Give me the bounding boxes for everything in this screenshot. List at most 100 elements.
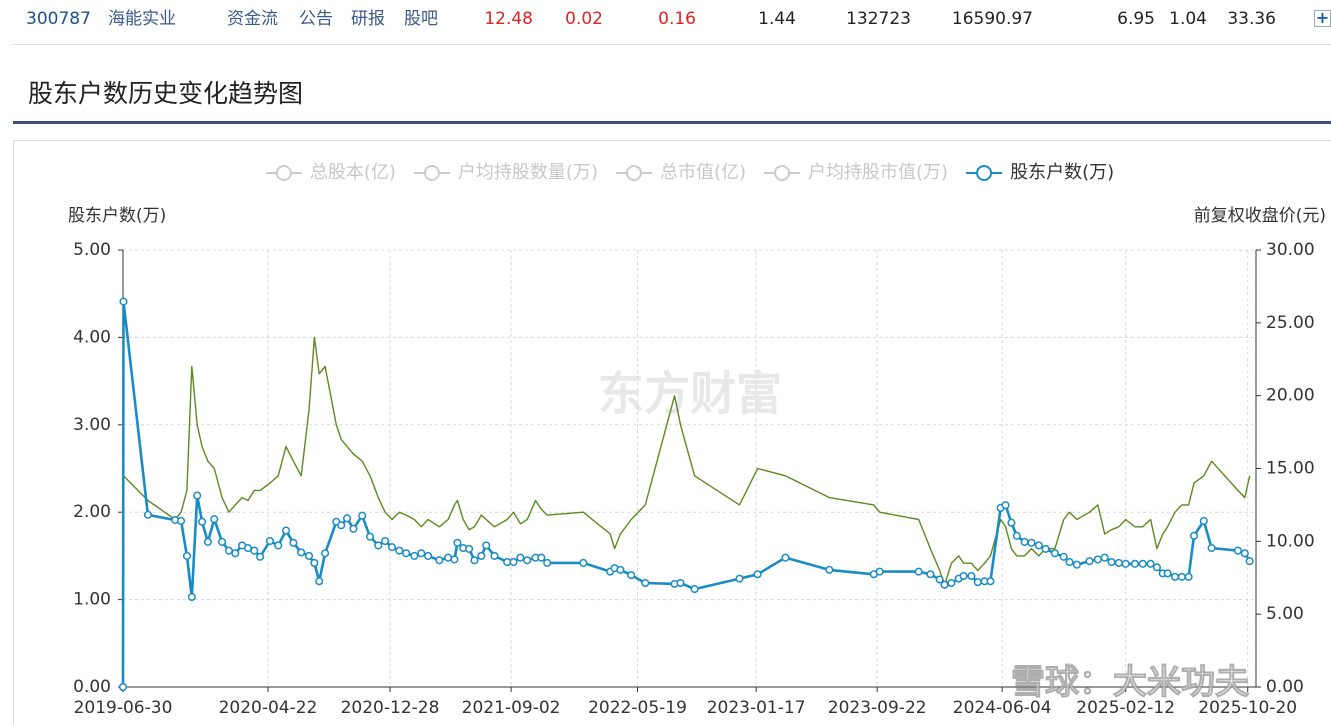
point (187, 592, 196, 602)
point (523, 556, 532, 565)
point (198, 517, 207, 526)
point (1034, 541, 1043, 550)
point (119, 297, 128, 306)
point (735, 574, 744, 583)
legend-label: 股东户数(万) (1010, 162, 1114, 183)
x-tick-label: 2022-05-19 (588, 698, 687, 718)
point (973, 578, 982, 587)
point (444, 553, 453, 562)
point (1072, 560, 1081, 569)
legend-icon (423, 165, 440, 181)
point (402, 549, 411, 558)
point (231, 549, 240, 558)
point (1189, 531, 1199, 540)
point (1065, 557, 1074, 567)
point (274, 541, 283, 550)
point (690, 585, 699, 594)
y-tick-label: 4.00 (73, 327, 111, 347)
link[interactable]: 研报 (351, 9, 385, 29)
point (509, 557, 518, 567)
y2-tick-label: 10.00 (1266, 531, 1315, 551)
point (343, 514, 352, 523)
point (1170, 572, 1180, 581)
legend-item[interactable]: 总市值(亿) (615, 162, 746, 183)
point (926, 570, 935, 579)
legend-item[interactable]: 户均持股市值(万) (764, 162, 948, 183)
table-cell: 0.16 (658, 9, 696, 29)
x-tick-label: 2020-12-28 (341, 698, 440, 718)
point (265, 536, 274, 546)
point (218, 537, 227, 546)
link[interactable]: 股吧 (404, 9, 438, 29)
stock-code[interactable]: 300787 (26, 9, 91, 29)
point (381, 536, 390, 546)
legend-label: 户均持股市值(万) (808, 162, 948, 183)
point (537, 553, 546, 562)
x-tick-label: 2019-06-30 (74, 698, 173, 718)
point (450, 555, 459, 564)
y2-tick-label: 5.00 (1266, 604, 1304, 624)
price-line (123, 336, 1251, 586)
link[interactable]: 公告 (299, 9, 333, 29)
table-cell: 12.48 (484, 9, 533, 29)
point (1163, 569, 1172, 578)
point (627, 571, 636, 580)
y-axis-title: 股东户数(万) (68, 206, 166, 226)
point (250, 546, 259, 555)
watermark: 雪球：大米功夫 (1011, 663, 1250, 703)
point (349, 524, 358, 533)
point (1152, 563, 1161, 572)
point (358, 511, 367, 520)
point (1007, 518, 1016, 527)
point (1184, 572, 1193, 581)
point (417, 549, 426, 558)
point (1085, 557, 1094, 566)
point (395, 546, 404, 555)
legend-label: 总股本(亿) (310, 162, 396, 183)
x-tick-label: 2025-02-12 (1076, 698, 1175, 718)
point (289, 538, 298, 547)
table-cell: 0.02 (565, 9, 603, 29)
point (959, 571, 968, 581)
point (1114, 558, 1123, 567)
point (143, 510, 152, 519)
stock-name[interactable]: 海能实业 (108, 9, 176, 29)
point (410, 551, 419, 560)
point (1121, 559, 1130, 568)
y2-tick-label: 25.00 (1266, 313, 1315, 333)
point (986, 577, 995, 586)
y-tick-label: 3.00 (73, 415, 111, 435)
legend-item[interactable]: 股东户数(万) (966, 162, 1114, 183)
point (616, 565, 625, 574)
point (1138, 559, 1147, 568)
point (315, 577, 324, 586)
legend: 总股本(亿) 户均持股数量(万) 总市值(亿) 户均持股市值(万) 股东户数(万) (265, 162, 1114, 183)
legend-icon (275, 165, 292, 181)
point (424, 551, 433, 560)
point (1093, 555, 1102, 564)
point (256, 552, 265, 561)
y2-tick-label: 15.00 (1266, 459, 1315, 479)
y-tick-label: 1.00 (73, 590, 111, 610)
link[interactable]: 资金流 (227, 9, 278, 29)
point (482, 541, 491, 550)
point (210, 515, 219, 524)
point (118, 682, 128, 692)
point (387, 543, 397, 552)
point (1107, 557, 1116, 567)
divider (13, 121, 1331, 124)
legend-item[interactable]: 户均持股数量(万) (413, 162, 598, 183)
point (579, 558, 588, 567)
point (875, 567, 884, 576)
legend-icon (774, 165, 791, 181)
point (947, 578, 956, 588)
table-cell: 33.36 (1227, 9, 1276, 29)
legend-label: 总市值(亿) (660, 162, 746, 183)
legend-item[interactable]: 总股本(亿) (265, 162, 396, 183)
x-tick-label: 2021-09-02 (462, 698, 561, 718)
table-cell: 1.44 (758, 9, 796, 29)
section-title: 股东户数历史变化趋势图 (28, 79, 304, 108)
point (1240, 549, 1249, 558)
